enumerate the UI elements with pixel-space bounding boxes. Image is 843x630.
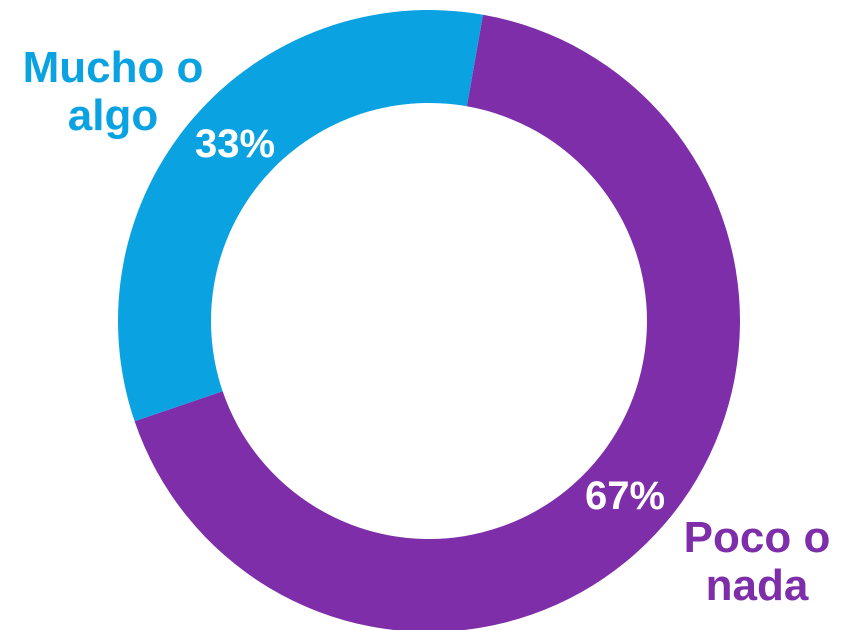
category-label-line: Mucho o: [22, 43, 204, 92]
category-label-line: nada: [705, 561, 809, 610]
category-label-poco-o-nada: Poco o nada: [672, 514, 842, 610]
category-label-line: algo: [67, 91, 159, 140]
donut-slice-mucho-o-algo: [117, 9, 484, 422]
data-label-mucho-o-algo: 33%: [194, 122, 276, 166]
donut-slices: [117, 9, 740, 630]
category-label-mucho-o-algo: Mucho o algo: [0, 44, 226, 140]
data-label-poco-o-nada: 67%: [584, 474, 666, 518]
category-label-line: Poco o: [683, 513, 831, 562]
donut-slice-poco-o-nada: [134, 14, 740, 630]
